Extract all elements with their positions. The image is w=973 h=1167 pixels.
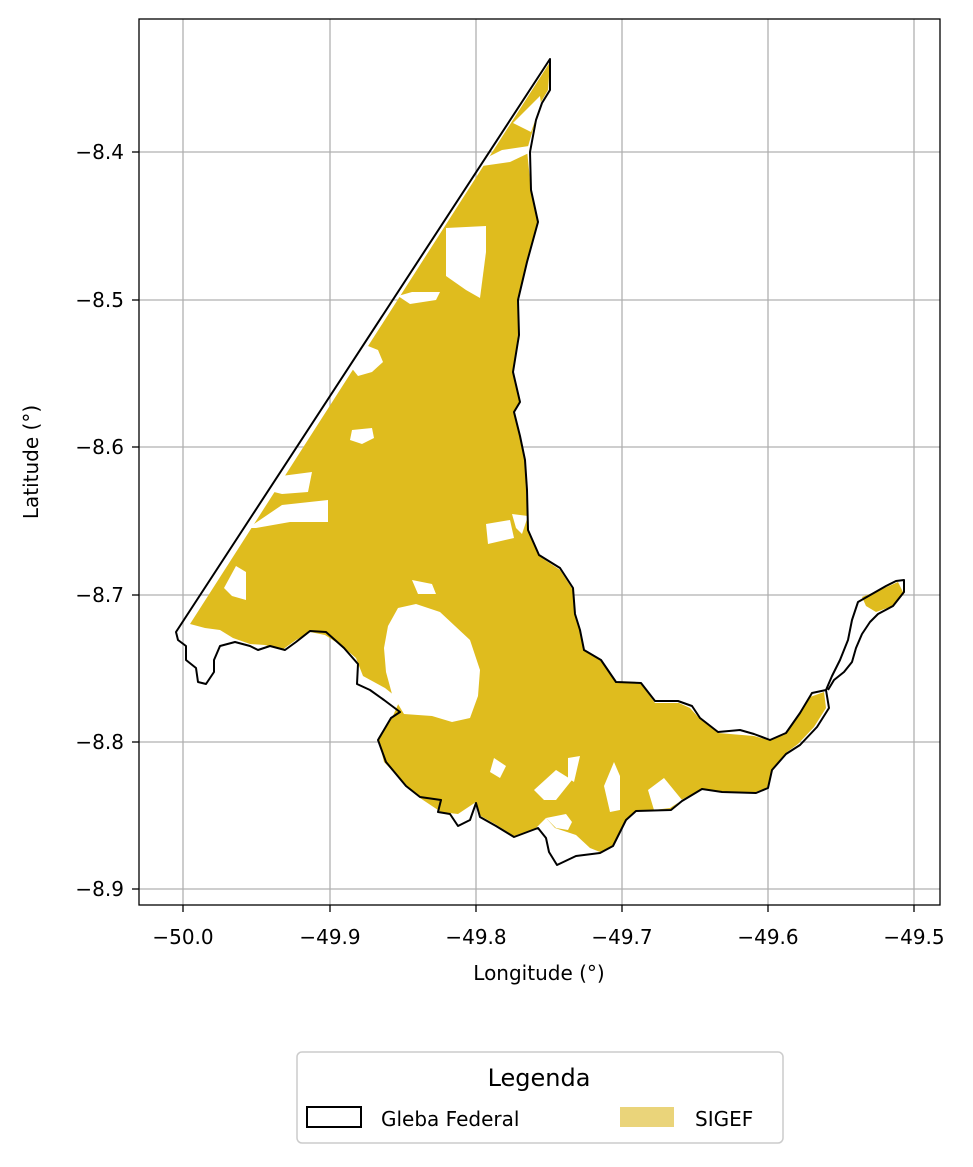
legend-gleba-federal-label: Gleba Federal — [381, 1107, 519, 1131]
y-tick-label: −8.6 — [75, 435, 124, 459]
y-tick-labels: −8.4 −8.5 −8.6 −8.7 −8.8 −8.9 — [75, 140, 124, 901]
gleba-federal-layer — [175, 58, 905, 866]
gleba-federal-boundary — [175, 58, 830, 866]
x-tick-label: −49.5 — [883, 925, 944, 949]
y-tick-label: −8.5 — [75, 288, 124, 312]
x-tick-label: −50.0 — [152, 925, 213, 949]
tick-marks — [132, 151, 915, 912]
x-axis-label: Longitude (°) — [473, 961, 604, 985]
unregistered-gaps — [224, 96, 682, 830]
x-tick-labels: −50.0 −49.9 −49.8 −49.7 −49.6 −49.5 — [152, 925, 944, 949]
y-axis-label: Latitude (°) — [19, 405, 43, 519]
x-tick-label: −49.8 — [445, 925, 506, 949]
axes-frame — [138, 18, 941, 906]
y-tick-label: −8.7 — [75, 583, 124, 607]
y-tick-label: −8.4 — [75, 140, 124, 164]
sigef-layer — [190, 62, 904, 852]
legend-gleba-federal-swatch — [306, 1106, 362, 1128]
x-tick-label: −49.6 — [737, 925, 798, 949]
legend-title: Legenda — [488, 1064, 591, 1092]
legend: Legenda Gleba Federal SIGEF — [296, 1051, 784, 1144]
legend-sigef-label: SIGEF — [695, 1107, 753, 1131]
legend-sigef-swatch — [620, 1107, 674, 1127]
sigef-parcels — [190, 62, 826, 852]
x-tick-label: −49.7 — [591, 925, 652, 949]
grid — [139, 19, 940, 905]
gleba-federal-boundary-east — [825, 579, 905, 691]
x-tick-label: −49.9 — [299, 925, 360, 949]
y-tick-label: −8.9 — [75, 877, 124, 901]
y-tick-label: −8.8 — [75, 730, 124, 754]
